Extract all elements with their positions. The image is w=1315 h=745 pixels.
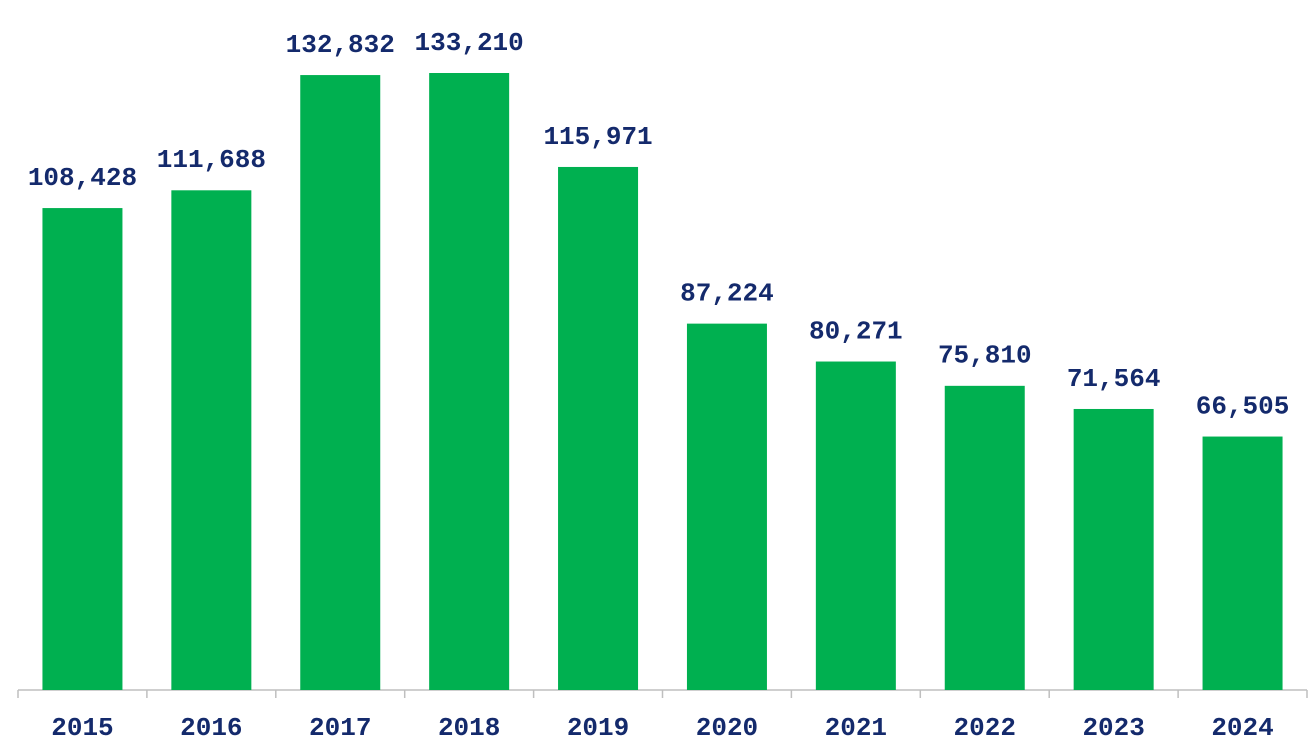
x-tick-label: 2021: [825, 713, 887, 743]
data-label: 71,564: [1067, 364, 1161, 394]
x-tick-label: 2019: [567, 713, 629, 743]
data-label: 132,832: [286, 30, 395, 60]
data-label: 108,428: [28, 163, 137, 193]
bar: [1202, 436, 1283, 690]
bar: [171, 190, 252, 690]
x-tick-label: 2017: [309, 713, 371, 743]
data-label: 111,688: [157, 145, 266, 175]
data-label: 80,271: [809, 316, 903, 346]
x-tick-label: 2024: [1211, 713, 1273, 743]
data-label: 115,971: [543, 122, 652, 152]
bar: [944, 385, 1025, 690]
bar: [300, 75, 381, 690]
bar: [429, 73, 510, 691]
x-tick-label: 2016: [180, 713, 242, 743]
x-tick-label: 2022: [954, 713, 1016, 743]
data-label: 66,505: [1196, 391, 1290, 421]
bar: [686, 323, 767, 690]
bar: [815, 361, 896, 690]
x-tick-label: 2015: [51, 713, 113, 743]
x-tick-label: 2020: [696, 713, 758, 743]
bar: [558, 166, 639, 690]
data-label: 87,224: [680, 279, 774, 309]
data-label: 75,810: [938, 341, 1032, 371]
bar: [42, 208, 123, 691]
data-label: 133,210: [415, 28, 524, 58]
x-tick-label: 2018: [438, 713, 500, 743]
bar: [1073, 408, 1154, 690]
x-tick-label: 2023: [1082, 713, 1144, 743]
